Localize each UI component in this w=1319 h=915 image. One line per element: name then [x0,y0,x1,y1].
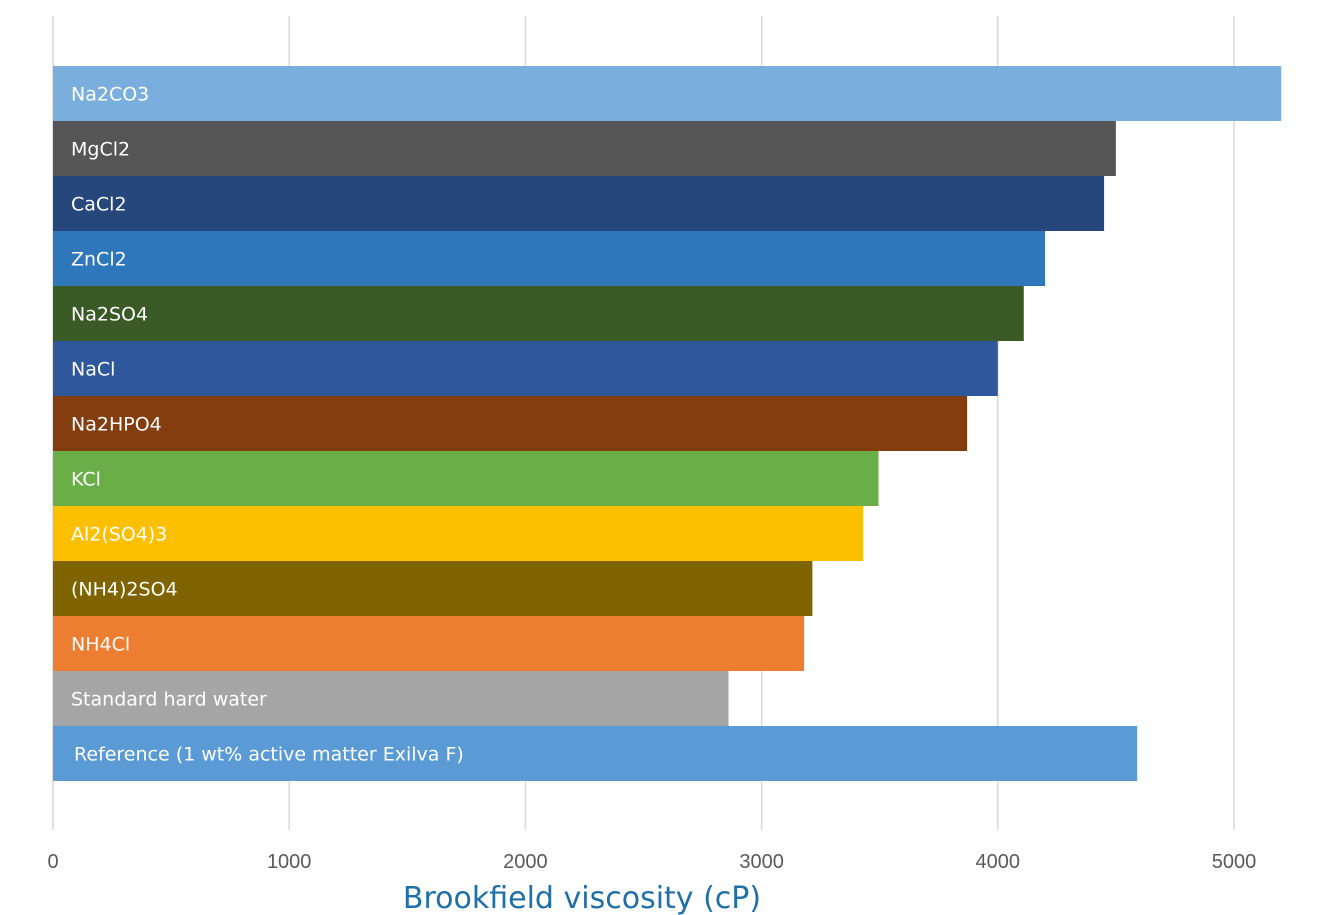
bar [53,561,813,616]
bar [53,66,1282,121]
bars [53,66,1282,781]
x-tick-labels: 0 1000 2000 3000 4000 5000 [47,851,1256,873]
bar-label: ZnCl2 [71,249,127,271]
x-tick-label: 3000 [739,851,784,873]
bar [53,726,1138,781]
bar [53,506,864,561]
bar [53,231,1046,286]
bar-label: NaCl [71,359,115,381]
bar-label: (NH4)2SO4 [71,579,178,601]
x-tick-label: 4000 [976,851,1021,873]
x-tick-label: 2000 [503,851,548,873]
bar [53,396,968,451]
bar-label: Standard hard water [71,689,267,711]
bar-label: Na2CO3 [71,84,149,106]
bar-label: Na2HPO4 [71,414,162,436]
bar [53,341,998,396]
bar-label: Reference (1 wt% active matter Exilva F) [74,744,464,766]
bar-label: Na2SO4 [71,304,148,326]
bar [53,671,729,726]
bar-label: KCl [71,469,101,491]
x-axis-title: Brookfield viscosity (cP) [403,881,761,915]
x-tick-label: 1000 [267,851,312,873]
bar-label: NH4Cl [71,634,130,656]
bar-label: MgCl2 [71,139,130,161]
bar [53,176,1105,231]
bar-labels: Na2CO3 MgCl2 CaCl2 ZnCl2 Na2SO4 NaCl Na2HPO4 KC… [71,84,464,766]
bar [53,121,1116,176]
bar [53,451,879,506]
bar-label: CaCl2 [71,194,127,216]
x-tick-label: 0 [47,851,58,873]
bar-label: Al2(SO4)3 [71,524,167,546]
bar [53,616,805,671]
bar [53,286,1024,341]
x-tick-label: 5000 [1212,851,1257,873]
